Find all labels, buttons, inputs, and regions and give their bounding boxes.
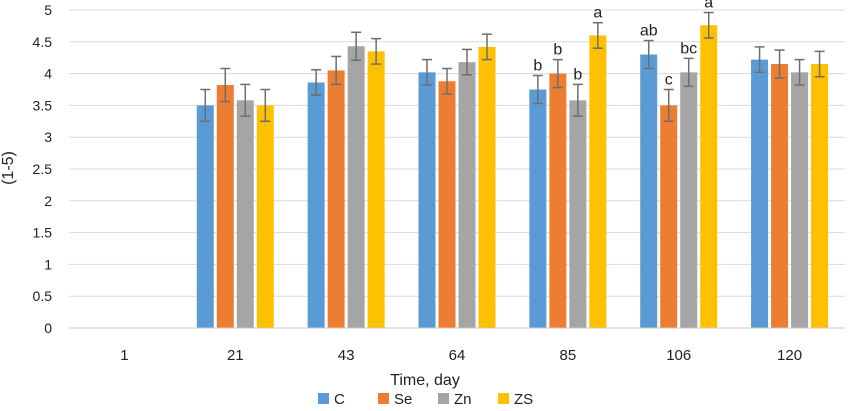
x-tick-label: 85	[560, 347, 577, 364]
bar-se-120	[771, 64, 789, 328]
legend-swatch-zn	[438, 393, 449, 404]
y-tick-label: 1.5	[33, 225, 53, 241]
bar-zn-43	[347, 46, 365, 328]
y-tick-label: 1	[44, 256, 52, 272]
bar-se-85	[549, 73, 567, 328]
x-tick-label: 43	[338, 347, 355, 364]
bar-zs-21	[256, 105, 274, 329]
significance-label: ab	[640, 23, 658, 40]
x-tick-label: 106	[666, 347, 691, 364]
significance-label: b	[533, 58, 542, 75]
x-tick-label: 1	[120, 347, 128, 364]
bar-zs-106	[700, 25, 718, 328]
x-tick-labels: 1 21 43 64 85 106 120	[120, 347, 802, 364]
bar-se-106	[660, 105, 678, 329]
bar-zn-64	[458, 62, 476, 328]
y-tick-label: 4	[44, 66, 52, 82]
bar-zs-43	[367, 51, 385, 329]
bars	[196, 25, 829, 329]
legend-swatch-se	[378, 393, 389, 404]
y-tick-label: 4.5	[33, 34, 53, 50]
y-tick-label: 0.5	[33, 288, 53, 304]
y-axis-title: (1-5)	[0, 151, 17, 185]
x-tick-label: 64	[449, 347, 466, 364]
bar-zn-21	[236, 100, 254, 328]
bar-c-120	[751, 59, 769, 328]
y-tick-label: 2	[44, 193, 52, 209]
y-tick-label: 3	[44, 129, 52, 145]
gridlines	[69, 9, 845, 297]
bar-c-106	[640, 54, 658, 329]
significance-label: b	[573, 66, 582, 83]
legend-label-zn: Zn	[454, 391, 472, 408]
bar-se-43	[327, 70, 345, 329]
legend-label-se: Se	[394, 391, 412, 408]
legend-swatch-c	[318, 393, 329, 404]
significance-label: b	[553, 42, 562, 59]
legend: C Se Zn ZS	[318, 391, 533, 408]
significance-label: c	[665, 72, 673, 89]
bar-zn-120	[791, 72, 809, 328]
bar-zs-64	[478, 46, 496, 328]
legend-label-c: C	[334, 391, 345, 408]
bar-c-85	[529, 89, 547, 328]
y-tick-labels: 0 0.5 1 1.5 2 2.5 3 3.5 4 4.5 5	[33, 2, 53, 336]
bar-zn-106	[680, 72, 698, 328]
bar-c-21	[196, 105, 214, 329]
bar-zs-85	[589, 35, 607, 328]
x-tick-label: 21	[227, 347, 244, 364]
x-tick-label: 120	[777, 347, 802, 364]
y-tick-label: 3.5	[33, 97, 53, 113]
bar-c-64	[418, 72, 436, 328]
significance-label: a	[704, 0, 713, 12]
bar-zn-85	[569, 100, 587, 328]
bar-se-64	[438, 81, 456, 329]
legend-swatch-zs	[498, 393, 509, 404]
y-tick-label: 2.5	[33, 161, 53, 177]
significance-label: a	[593, 5, 602, 22]
y-tick-label: 5	[44, 2, 52, 18]
legend-label-zs: ZS	[514, 391, 533, 408]
bar-zs-120	[811, 64, 829, 328]
significance-label: bc	[680, 40, 697, 57]
error-bars	[200, 11, 825, 123]
bar-se-21	[216, 85, 234, 328]
bar-c-43	[307, 82, 325, 328]
y-tick-label: 0	[44, 320, 52, 336]
x-axis-title: Time, day	[390, 372, 460, 389]
